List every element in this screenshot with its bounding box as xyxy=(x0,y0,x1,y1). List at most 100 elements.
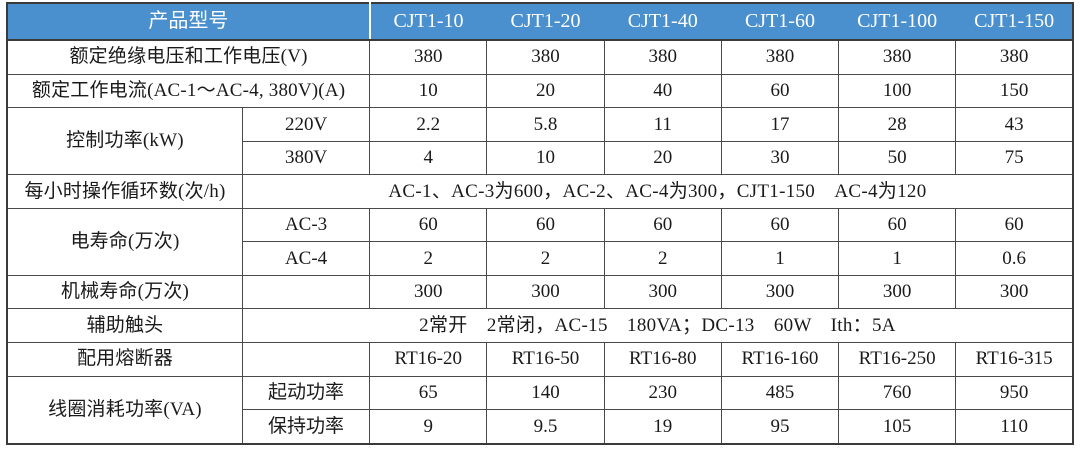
header-model-cjt1-100: CJT1-100 xyxy=(838,2,957,41)
cell-value: 60 xyxy=(838,207,957,243)
table-row: AC-4 2 2 2 1 1 0.6 xyxy=(7,241,1074,276)
cell-value: 9 xyxy=(369,409,488,445)
cell-value: 2 xyxy=(486,241,605,276)
table-header-row: 产品型号 CJT1-10 CJT1-20 CJT1-40 CJT1-60 CJT… xyxy=(6,2,1074,41)
table-row: 保持功率 9 9.5 19 95 105 110 xyxy=(7,409,1074,445)
cell-value: 380 xyxy=(955,39,1074,75)
row-label-auxiliary-contacts: 辅助触头 xyxy=(6,308,243,344)
cell-value: 9.5 xyxy=(486,409,605,445)
cell-merged-auxiliary-contacts: 2常开 2常闭，AC-15 180VA；DC-13 60W Ith：5A xyxy=(241,308,1074,344)
cell-value: 2 xyxy=(603,241,722,276)
cell-value: 60 xyxy=(486,207,605,243)
cell-value: 11 xyxy=(603,107,722,142)
cell-value: 60 xyxy=(603,207,722,243)
cell-value: 300 xyxy=(369,274,488,310)
cell-value: 50 xyxy=(838,140,957,176)
row-sublabel-empty-mechanical-life xyxy=(241,274,371,310)
cell-value: 95 xyxy=(720,409,840,445)
header-model-cjt1-60: CJT1-60 xyxy=(720,2,840,41)
cell-value: 40 xyxy=(603,73,722,109)
row-label-rated-insulation-voltage: 额定绝缘电压和工作电压(V) xyxy=(6,39,371,75)
table-row: 线圈消耗功率(VA) 起动功率 65 140 230 485 760 950 xyxy=(6,375,1074,445)
cell-value: 380 xyxy=(838,39,957,75)
cell-value: 10 xyxy=(369,73,488,109)
cell-value: 10 xyxy=(486,140,605,176)
cell-value: RT16-315 xyxy=(955,342,1074,377)
row-label-operating-cycles: 每小时操作循环数(次/h) xyxy=(6,174,243,209)
cell-value: 75 xyxy=(955,140,1074,176)
cell-value: 19 xyxy=(603,409,722,445)
cell-value: 28 xyxy=(838,107,957,142)
row-sublabel-ac4: AC-4 xyxy=(241,241,371,276)
cell-value: 300 xyxy=(486,274,605,310)
cell-value: 110 xyxy=(955,409,1074,445)
cell-value: RT16-50 xyxy=(486,342,605,377)
cell-value: 20 xyxy=(486,73,605,109)
cell-value: 300 xyxy=(720,274,840,310)
cell-value: 485 xyxy=(720,375,840,411)
row-label-mechanical-life: 机械寿命(万次) xyxy=(6,274,243,310)
cell-value: 300 xyxy=(838,274,957,310)
cell-value: 2 xyxy=(369,241,488,276)
cell-value: 4 xyxy=(369,140,488,176)
table-row: 机械寿命(万次) 300 300 300 300 300 300 xyxy=(6,274,1074,310)
cell-value: 380 xyxy=(369,39,488,75)
cell-value: 60 xyxy=(955,207,1074,243)
header-model-cjt1-20: CJT1-20 xyxy=(486,2,605,41)
row-label-coil-power: 线圈消耗功率(VA) xyxy=(6,375,243,445)
header-model-cjt1-150: CJT1-150 xyxy=(955,2,1074,41)
cell-value: 105 xyxy=(838,409,957,445)
table-row: 辅助触头 2常开 2常闭，AC-15 180VA；DC-13 60W Ith：5… xyxy=(6,308,1074,344)
row-sublabel-380v: 380V xyxy=(241,140,371,176)
table-row: 380V 4 10 20 30 50 75 xyxy=(7,140,1074,176)
cell-value: 60 xyxy=(369,207,488,243)
cell-value: 17 xyxy=(720,107,840,142)
cell-value: 1 xyxy=(720,241,840,276)
cell-merged-operating-cycles: AC-1、AC-3为600，AC-2、AC-4为300，CJT1-150 AC-… xyxy=(241,174,1074,209)
cell-value: 5.8 xyxy=(486,107,605,142)
cell-value: 30 xyxy=(720,140,840,176)
row-label-matched-fuse: 配用熔断器 xyxy=(6,342,243,377)
table-row: 每小时操作循环数(次/h) AC-1、AC-3为600，AC-2、AC-4为30… xyxy=(6,174,1074,209)
header-model-cjt1-40: CJT1-40 xyxy=(603,2,722,41)
cell-value: 760 xyxy=(838,375,957,411)
cell-value: 380 xyxy=(603,39,722,75)
cell-value: RT16-80 xyxy=(603,342,722,377)
row-sublabel-starting-power: 起动功率 xyxy=(241,375,371,411)
row-label-rated-working-current: 额定工作电流(AC-1～AC-4, 380V)(A) xyxy=(6,73,371,109)
cell-value: 20 xyxy=(603,140,722,176)
cell-value: 43 xyxy=(955,107,1074,142)
cell-value: 100 xyxy=(838,73,957,109)
row-label-electrical-life: 电寿命(万次) xyxy=(6,207,243,276)
cell-value: 2.2 xyxy=(369,107,488,142)
cell-value: 65 xyxy=(369,375,488,411)
cell-value: 0.6 xyxy=(955,241,1074,276)
product-specification-table: 产品型号 CJT1-10 CJT1-20 CJT1-40 CJT1-60 CJT… xyxy=(6,2,1074,445)
cell-value: RT16-160 xyxy=(720,342,840,377)
cell-value: 380 xyxy=(486,39,605,75)
header-product-model: 产品型号 xyxy=(6,2,371,41)
cell-value: 150 xyxy=(955,73,1074,109)
cell-value: RT16-20 xyxy=(369,342,488,377)
table-row: 额定绝缘电压和工作电压(V) 380 380 380 380 380 380 xyxy=(6,39,1074,75)
table-row: 配用熔断器 RT16-20 RT16-50 RT16-80 RT16-160 R… xyxy=(6,342,1074,377)
cell-value: 140 xyxy=(486,375,605,411)
cell-value: 60 xyxy=(720,207,840,243)
row-sublabel-220v: 220V xyxy=(241,107,371,142)
cell-value: 1 xyxy=(838,241,957,276)
table-row: 电寿命(万次) AC-3 60 60 60 60 60 60 xyxy=(6,207,1074,276)
table-row: 额定工作电流(AC-1～AC-4, 380V)(A) 10 20 40 60 1… xyxy=(6,73,1074,109)
cell-value: 60 xyxy=(720,73,840,109)
row-sublabel-empty-matched-fuse xyxy=(241,342,371,377)
table-row: 控制功率(kW) 220V 2.2 5.8 11 17 28 43 xyxy=(6,107,1074,176)
cell-value: 380 xyxy=(720,39,840,75)
cell-value: 300 xyxy=(603,274,722,310)
row-sublabel-holding-power: 保持功率 xyxy=(241,409,371,445)
cell-value: 230 xyxy=(603,375,722,411)
row-label-control-power: 控制功率(kW) xyxy=(6,107,243,176)
cell-value: 300 xyxy=(955,274,1074,310)
header-model-cjt1-10: CJT1-10 xyxy=(369,2,488,41)
row-sublabel-ac3: AC-3 xyxy=(241,207,371,243)
cell-value: RT16-250 xyxy=(838,342,957,377)
